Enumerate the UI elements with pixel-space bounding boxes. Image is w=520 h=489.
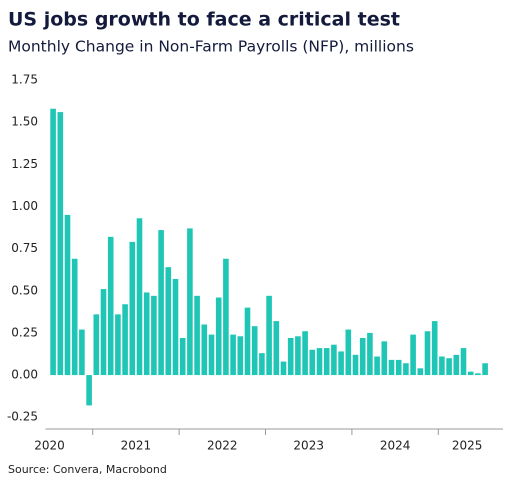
bar <box>50 108 56 376</box>
bar <box>439 356 445 376</box>
x-tick-label: 2023 <box>293 439 324 453</box>
bar <box>280 361 287 376</box>
bar <box>417 368 424 376</box>
bar <box>395 359 402 376</box>
bar <box>151 295 157 376</box>
y-tick-label: 1.50 <box>11 115 38 129</box>
x-tick-label: 2021 <box>121 439 152 453</box>
bar <box>446 358 452 376</box>
bar <box>403 363 409 376</box>
bar <box>158 230 164 376</box>
bar <box>331 344 337 376</box>
bar <box>237 336 244 376</box>
bar <box>215 297 222 376</box>
bar <box>194 295 200 376</box>
bar <box>273 321 280 376</box>
bar <box>381 341 388 376</box>
bar <box>179 337 186 376</box>
bar <box>467 371 474 376</box>
bar <box>136 218 143 376</box>
bar <box>453 354 460 376</box>
bar <box>309 349 316 376</box>
bar <box>388 359 395 376</box>
bar <box>367 332 373 376</box>
y-tick-label: 1.25 <box>11 157 38 171</box>
bar <box>230 334 236 376</box>
bar <box>323 348 330 376</box>
bar <box>295 336 301 376</box>
y-tick-label: 0.00 <box>11 368 38 382</box>
bar <box>460 348 467 376</box>
bar <box>187 228 193 376</box>
bar <box>266 295 272 376</box>
x-tick-label: 2025 <box>452 439 483 453</box>
bar <box>410 334 416 376</box>
bar <box>165 267 172 376</box>
bar <box>86 375 92 406</box>
bar <box>302 331 308 376</box>
bar <box>359 337 366 376</box>
bar <box>71 258 78 376</box>
bar <box>287 337 294 376</box>
bar <box>244 307 251 376</box>
x-tick-label: 2024 <box>380 439 411 453</box>
bar <box>122 304 128 376</box>
bar <box>374 356 380 376</box>
bar <box>93 314 100 376</box>
bar <box>208 334 215 376</box>
y-tick-label: 0.75 <box>11 241 38 255</box>
bar <box>57 112 64 376</box>
bar <box>201 324 208 376</box>
bar <box>424 331 431 376</box>
bar <box>172 278 179 376</box>
bar <box>475 373 481 376</box>
y-tick-label: 0.25 <box>11 325 38 339</box>
bar <box>143 292 150 376</box>
y-tick-label: 1.00 <box>11 199 38 213</box>
bar <box>251 326 258 376</box>
bar <box>115 314 121 376</box>
bar <box>431 321 438 376</box>
y-tick-label: -0.25 <box>7 410 38 424</box>
bar <box>107 236 114 376</box>
chart-title: US jobs growth to face a critical test <box>8 9 400 31</box>
x-tick-label: 2022 <box>207 439 238 453</box>
bar <box>316 348 323 376</box>
bar <box>79 329 85 376</box>
y-tick-label: 0.50 <box>11 283 38 297</box>
bar <box>352 354 359 376</box>
chart-subtitle: Monthly Change in Non-Farm Payrolls (NFP… <box>8 38 414 56</box>
bar <box>338 351 344 376</box>
source: Source: Convera, Macrobond <box>8 463 167 476</box>
bar <box>129 241 136 376</box>
bar <box>482 363 488 376</box>
bar <box>345 329 352 376</box>
y-tick-label: 1.75 <box>11 73 38 87</box>
bar <box>100 289 107 376</box>
bar <box>64 214 71 376</box>
x-tick-label: 2020 <box>34 439 65 453</box>
bar <box>259 353 265 376</box>
bar <box>223 258 229 376</box>
